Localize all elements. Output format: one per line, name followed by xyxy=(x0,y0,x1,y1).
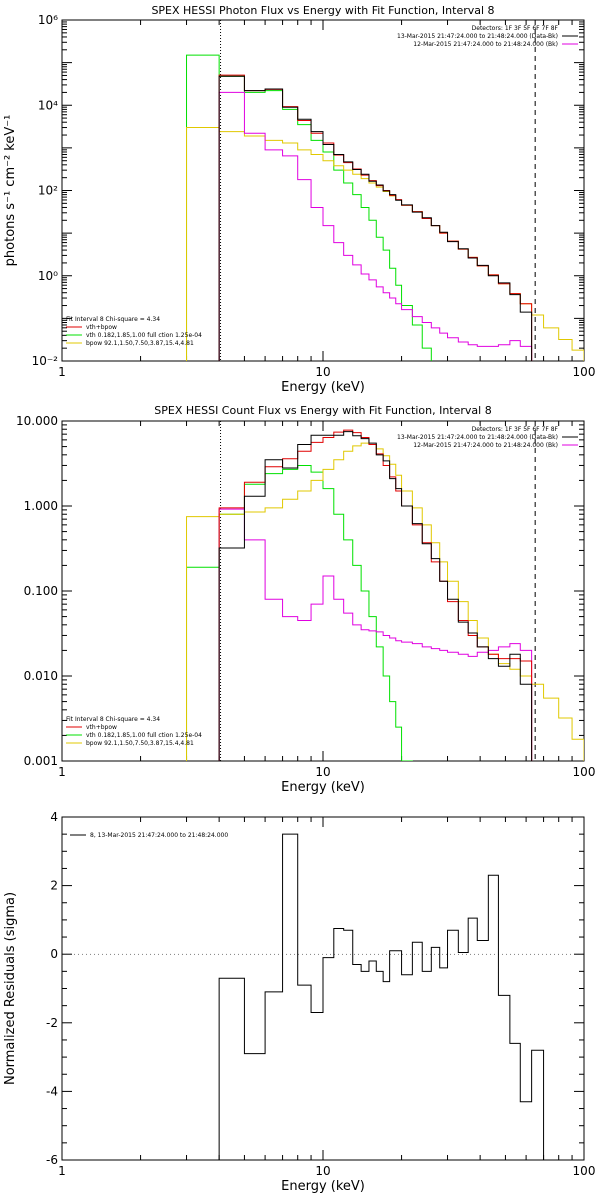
residuals-legend-line: 8, 13-Mar-2015 21:47:24.000 to 21:48:24.… xyxy=(90,832,228,839)
residuals-x-tick-label: 100 xyxy=(573,1164,596,1178)
count-flux-y-tick-label: 0.010 xyxy=(24,669,58,683)
count-flux-title: SPEX HESSI Count Flux vs Energy with Fit… xyxy=(154,404,491,417)
photon-flux-panel: SPEX HESSI Photon Flux vs Energy with Fi… xyxy=(3,4,595,395)
count-flux-header-line: 13-Mar-2015 21:47:24.000 to 21:48:24.000… xyxy=(397,434,558,441)
photon-flux-y-axis-label: photons s⁻¹ cm⁻² keV⁻¹ xyxy=(3,115,18,267)
count-flux-y-tick-label: 1.000 xyxy=(24,499,58,513)
photon-flux-legend-line: vth+bpow xyxy=(86,324,117,331)
count-flux-series-3-histogram xyxy=(218,429,533,761)
count-flux-legend-line: vth 0.182,1.85,1.00 full ction 1.25e-04 xyxy=(86,732,202,739)
residuals-x-tick-label: 10 xyxy=(315,1164,330,1178)
photon-flux-y-tick-label: 10⁻² xyxy=(32,354,59,368)
count-flux-series-0-histogram xyxy=(186,464,441,761)
photon-flux-y-tick-label: 10⁰ xyxy=(38,269,58,283)
count-flux-header-line: Detectors: 1F 3F 5F 6F 7F 8F xyxy=(472,426,559,433)
photon-flux-header-line: Detectors: 1F 3F 5F 6F 7F 8F xyxy=(472,25,559,32)
count-flux-header-line: 12-Mar-2015 21:47:24.000 to 21:48:24.000… xyxy=(413,442,558,449)
count-flux-x-tick-label: 10 xyxy=(315,765,330,779)
photon-flux-series-0-histogram xyxy=(186,54,441,361)
photon-flux-x-tick-label: 10 xyxy=(315,365,330,379)
residuals-x-axis-label: Energy (keV) xyxy=(281,1179,365,1194)
count-flux-legend-line: Fit Interval 8 Chi-square = 4.34 xyxy=(66,716,160,723)
residuals-y-tick-label: -4 xyxy=(46,1084,58,1098)
photon-flux-legend-line: bpow 92.1,1.50,7.50,3.87,15.4,4.81 xyxy=(86,340,194,347)
photon-flux-y-tick-label: 10² xyxy=(38,184,58,198)
count-flux-legend-line: bpow 92.1,1.50,7.50,3.87,15.4,4.81 xyxy=(86,740,194,747)
count-flux-x-axis-label: Energy (keV) xyxy=(281,780,365,795)
photon-flux-series-4-histogram xyxy=(218,75,533,361)
photon-flux-legend-line: vth 0.182,1.85,1.00 full ction 1.25e-04 xyxy=(86,332,202,339)
residuals-y-tick-label: -2 xyxy=(46,1016,58,1030)
count-flux-y-tick-label: 10.000 xyxy=(16,414,58,428)
residuals-panel: Energy (keV) Normalized Residuals (sigma… xyxy=(3,810,595,1194)
count-flux-x-tick-label: 100 xyxy=(573,765,596,779)
residuals-y-tick-label: 4 xyxy=(50,810,58,824)
residuals-y-tick-label: -6 xyxy=(46,1153,58,1167)
count-flux-series-2-histogram xyxy=(218,508,533,761)
count-flux-series-group xyxy=(186,429,584,761)
photon-flux-header-line: 12-Mar-2015 21:47:24.000 to 21:48:24.000… xyxy=(413,41,558,48)
residuals-y-tick-label: 2 xyxy=(50,879,58,893)
photon-flux-series-group xyxy=(186,54,584,361)
residuals-series-group xyxy=(218,833,545,1160)
photon-flux-y-tick-label: 10⁶ xyxy=(38,13,58,27)
photon-flux-title: SPEX HESSI Photon Flux vs Energy with Fi… xyxy=(151,4,494,17)
count-flux-series-1-histogram xyxy=(186,442,584,761)
residuals-x-tick-label: 1 xyxy=(58,1164,66,1178)
count-flux-y-tick-label: 0.100 xyxy=(24,584,58,598)
photon-flux-series-3-histogram xyxy=(218,74,533,361)
count-flux-panel: SPEX HESSI Count Flux vs Energy with Fit… xyxy=(16,404,596,795)
residuals-y-axis-label: Normalized Residuals (sigma) xyxy=(3,892,18,1085)
photon-flux-x-tick-label: 1 xyxy=(58,365,66,379)
residuals-y-tick-label: 0 xyxy=(50,947,58,961)
photon-flux-y-tick-label: 10⁴ xyxy=(38,98,58,112)
photon-flux-legend-line: Fit Interval 8 Chi-square = 4.34 xyxy=(66,316,160,323)
photon-flux-x-axis-label: Energy (keV) xyxy=(281,380,365,395)
photon-flux-plot-frame xyxy=(61,19,585,362)
residuals-series-0-histogram xyxy=(218,833,545,1160)
photon-flux-series-2-histogram xyxy=(218,91,533,361)
photon-flux-x-tick-label: 100 xyxy=(573,365,596,379)
count-flux-series-4-histogram xyxy=(218,431,533,761)
photon-flux-series-1-histogram xyxy=(186,127,584,361)
photon-flux-header-line: 13-Mar-2015 21:47:24.000 to 21:48:24.000… xyxy=(397,33,558,40)
count-flux-x-tick-label: 1 xyxy=(58,765,66,779)
count-flux-legend-line: vth+bpow xyxy=(86,724,117,731)
count-flux-y-tick-label: 0.001 xyxy=(24,754,58,768)
